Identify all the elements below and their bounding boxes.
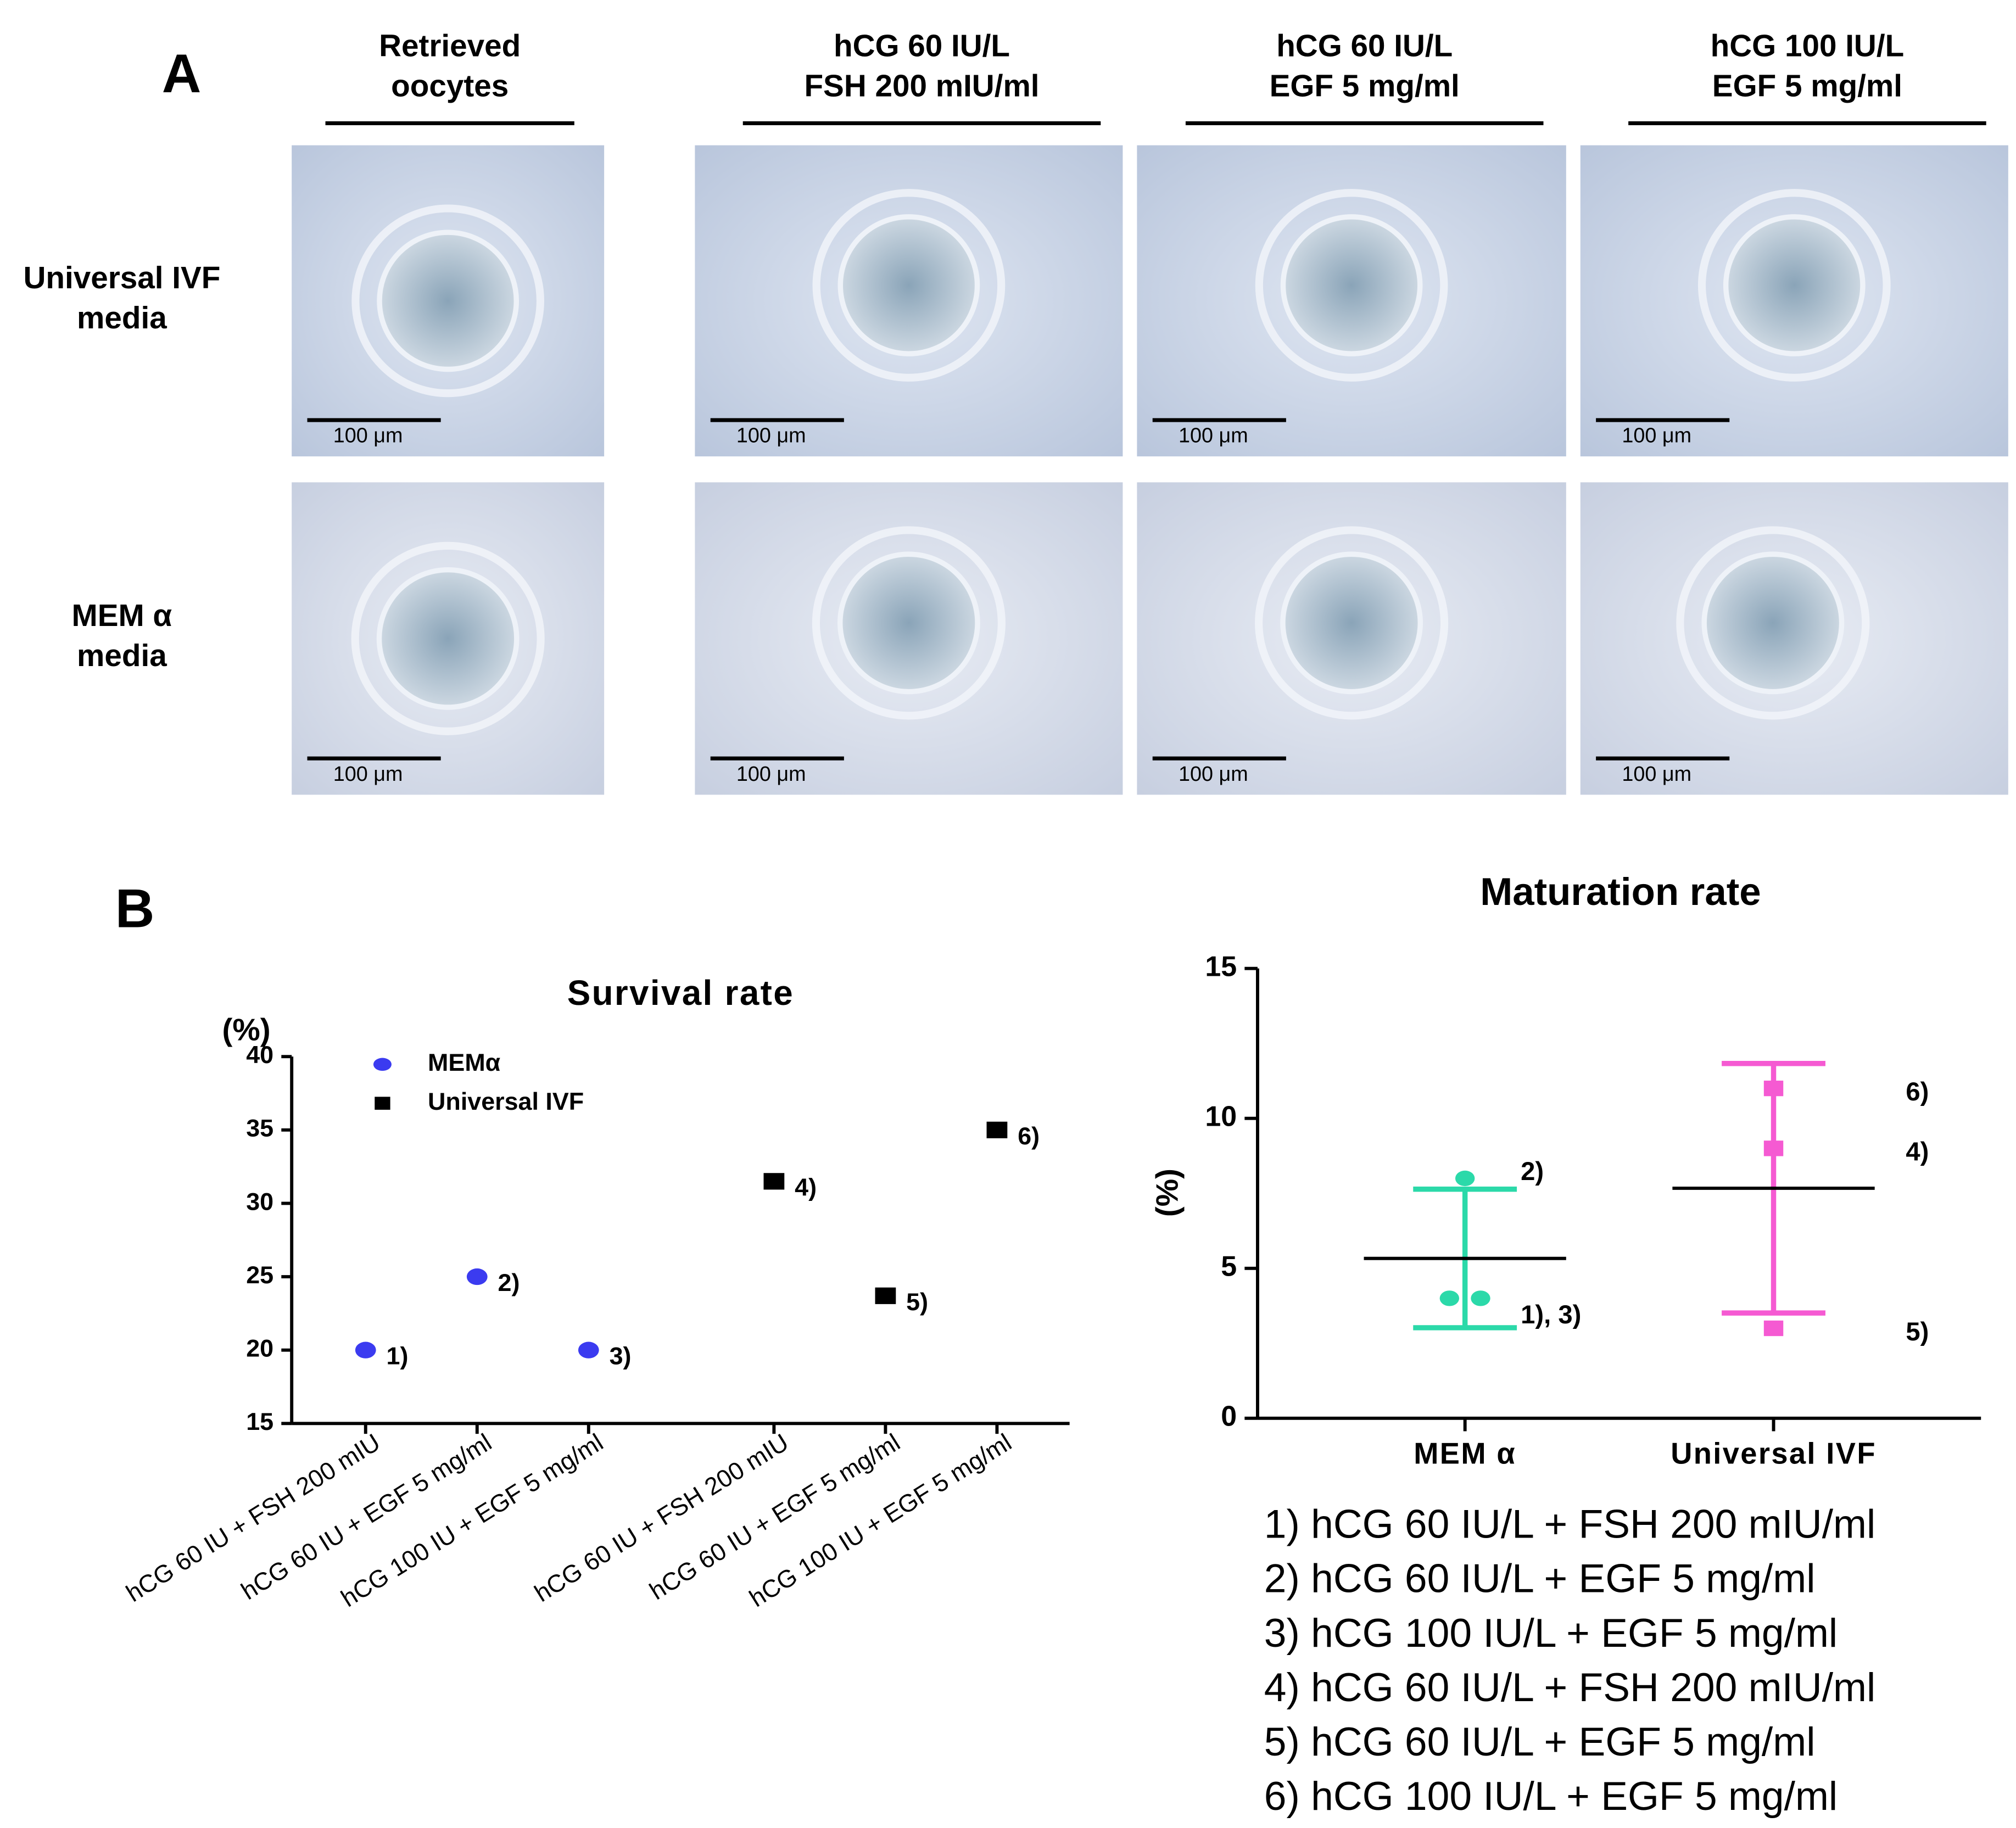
condition-item: 1) hCG 60 IU/L + FSH 200 mIU/ml: [1264, 1501, 1876, 1546]
condition-item: 2) hCG 60 IU/L + EGF 5 mg/ml: [1264, 1556, 1816, 1601]
oocyte-halo: [351, 541, 545, 735]
y-tick-label: 40: [246, 1041, 273, 1069]
column-header: EGF 5 mg/ml: [1270, 69, 1460, 104]
y-axis-label: (%): [222, 1013, 270, 1047]
x-tick-label: Universal IVF: [1671, 1437, 1877, 1471]
y-axis-label: (%): [1150, 1169, 1185, 1217]
point-label: 3): [610, 1342, 632, 1370]
scale-bar-label: 100 μm: [333, 424, 403, 448]
row-label: MEM α: [72, 599, 172, 633]
oocyte-halo: [1255, 526, 1449, 720]
row-label: Universal IVF: [23, 261, 220, 295]
data-point: [466, 1268, 488, 1285]
oocyte: [376, 567, 520, 710]
condition-item: 6) hCG 100 IU/L + EGF 5 mg/ml: [1264, 1774, 1838, 1819]
row-label: media: [77, 301, 167, 336]
panel-label: B: [115, 878, 155, 939]
y-tick-label: 25: [246, 1261, 273, 1289]
oocyte-halo: [1255, 189, 1448, 382]
data-point: [763, 1173, 785, 1190]
y-tick-label: 20: [246, 1334, 273, 1362]
y-tick-label: 5: [1221, 1250, 1237, 1282]
column-header: Retrieved: [379, 29, 521, 63]
scale-bar-label: 100 μm: [333, 763, 403, 786]
column-header: hCG 60 IU/L: [834, 29, 1010, 63]
data-point: [1763, 1320, 1784, 1337]
oocyte: [1280, 551, 1423, 695]
condition-item: 4) hCG 60 IU/L + FSH 200 mIU/ml: [1264, 1665, 1876, 1710]
data-point: [1763, 1080, 1784, 1097]
oocyte-halo: [1697, 189, 1891, 382]
data-point: [578, 1341, 599, 1359]
condition-item: 5) hCG 60 IU/L + EGF 5 mg/ml: [1264, 1719, 1816, 1764]
oocyte: [377, 230, 520, 372]
oocyte: [1280, 214, 1423, 356]
point-label: 4): [795, 1173, 817, 1201]
legend-label: MEMα: [428, 1048, 501, 1076]
data-point: [1763, 1141, 1784, 1156]
oocyte: [837, 551, 980, 695]
condition-item: 3) hCG 100 IU/L + EGF 5 mg/ml: [1264, 1611, 1838, 1656]
column-header: FSH 200 mIU/ml: [804, 69, 1039, 104]
y-tick-label: 15: [246, 1407, 273, 1435]
data-point: [1455, 1170, 1475, 1187]
point-label: 5): [906, 1288, 928, 1316]
legend-label: Universal IVF: [428, 1087, 584, 1115]
legend-swatch: [375, 1097, 390, 1110]
oocyte: [1723, 214, 1866, 356]
oocyte: [1701, 551, 1845, 695]
y-tick-label: 10: [1205, 1100, 1237, 1132]
y-tick-label: 0: [1221, 1401, 1237, 1433]
row-label: media: [77, 639, 167, 673]
oocyte-halo: [812, 526, 1006, 720]
scale-bar-label: 100 μm: [736, 763, 806, 786]
y-tick-label: 35: [246, 1114, 273, 1142]
scale-bar-label: 100 μm: [736, 424, 806, 448]
point-label: 1), 3): [1521, 1300, 1581, 1329]
point-label: 2): [1521, 1157, 1544, 1186]
y-tick-label: 15: [1205, 951, 1237, 982]
point-label: 5): [1906, 1317, 1929, 1346]
y-tick-label: 30: [246, 1187, 273, 1215]
scale-bar-label: 100 μm: [1622, 763, 1691, 786]
scale-bar-label: 100 μm: [1179, 424, 1248, 448]
oocyte: [837, 214, 980, 356]
column-header: hCG 100 IU/L: [1711, 29, 1905, 63]
data-point: [875, 1287, 896, 1304]
data-point: [1471, 1290, 1490, 1306]
data-point: [986, 1121, 1008, 1138]
data-point: [1439, 1290, 1460, 1306]
column-header: oocytes: [391, 69, 509, 104]
point-label: 6): [1906, 1077, 1929, 1106]
scale-bar-label: 100 μm: [1179, 763, 1248, 786]
oocyte-halo: [1676, 526, 1870, 720]
chart-title: Survival rate: [567, 973, 794, 1013]
column-header: hCG 60 IU/L: [1276, 29, 1453, 63]
legend-swatch: [373, 1058, 392, 1071]
data-point: [355, 1341, 376, 1359]
scale-bar-label: 100 μm: [1622, 424, 1691, 448]
point-label: 1): [387, 1342, 409, 1370]
chart-title: Maturation rate: [1480, 870, 1761, 914]
point-label: 6): [1018, 1122, 1040, 1150]
column-header: EGF 5 mg/ml: [1712, 69, 1902, 104]
oocyte-halo: [812, 189, 1006, 382]
point-label: 2): [498, 1268, 520, 1296]
x-tick-label: MEM α: [1414, 1437, 1516, 1471]
point-label: 4): [1906, 1137, 1929, 1166]
panel-label: A: [162, 43, 202, 104]
oocyte-halo: [351, 204, 545, 398]
